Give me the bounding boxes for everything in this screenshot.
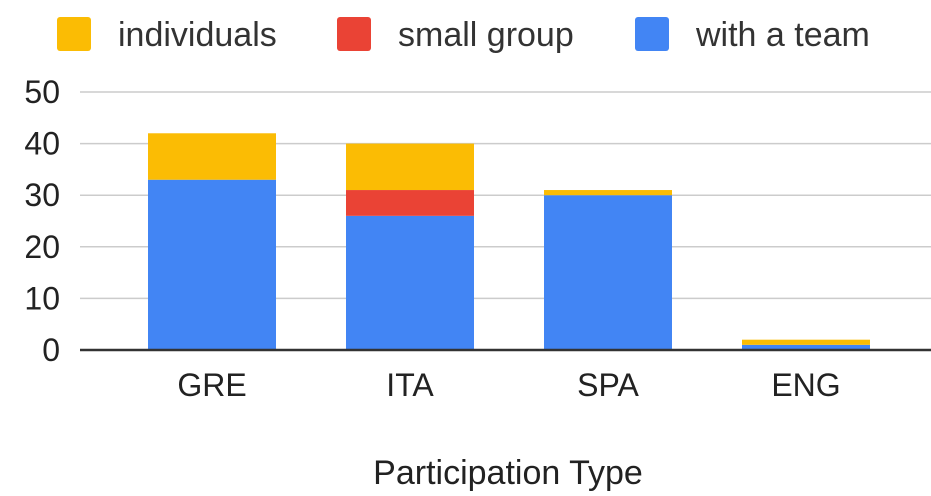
x-tick-label-spa: SPA: [577, 367, 639, 403]
x-tick-label-gre: GRE: [177, 367, 246, 403]
x-axis-title: Participation Type: [373, 454, 643, 492]
bar-spa-with-a-team: [544, 195, 672, 350]
y-tick-label: 40: [24, 126, 60, 162]
legend-label-small-group: small group: [398, 16, 574, 54]
bar-gre-individuals: [148, 133, 276, 180]
x-tick-label-ita: ITA: [386, 367, 434, 403]
y-tick-label: 10: [24, 280, 60, 316]
legend-swatch-individuals: [57, 17, 91, 51]
legend: individuals small group with a team: [57, 16, 870, 54]
y-tick-label: 30: [24, 177, 60, 213]
legend-swatch-with-a-team: [635, 17, 669, 51]
legend-label-with-a-team: with a team: [695, 16, 870, 54]
axes: 0 10 20 30 40 50 GRE ITA SPA ENG: [24, 74, 931, 403]
bar-eng-with-a-team: [742, 344, 870, 350]
x-tick-label-eng: ENG: [771, 367, 840, 403]
bar-ita-individuals: [346, 143, 474, 191]
y-tick-label: 50: [24, 74, 60, 110]
legend-label-individuals: individuals: [118, 16, 277, 54]
bar-ita-small-group: [346, 190, 474, 216]
bars: [148, 133, 870, 350]
bar-ita-with-a-team: [346, 215, 474, 350]
bar-spa-individuals: [544, 190, 672, 196]
y-tick-label: 0: [42, 332, 60, 368]
bar-eng-individuals: [742, 339, 870, 345]
y-tick-label: 20: [24, 229, 60, 265]
bar-gre-with-a-team: [148, 179, 276, 350]
legend-swatch-small-group: [337, 17, 371, 51]
